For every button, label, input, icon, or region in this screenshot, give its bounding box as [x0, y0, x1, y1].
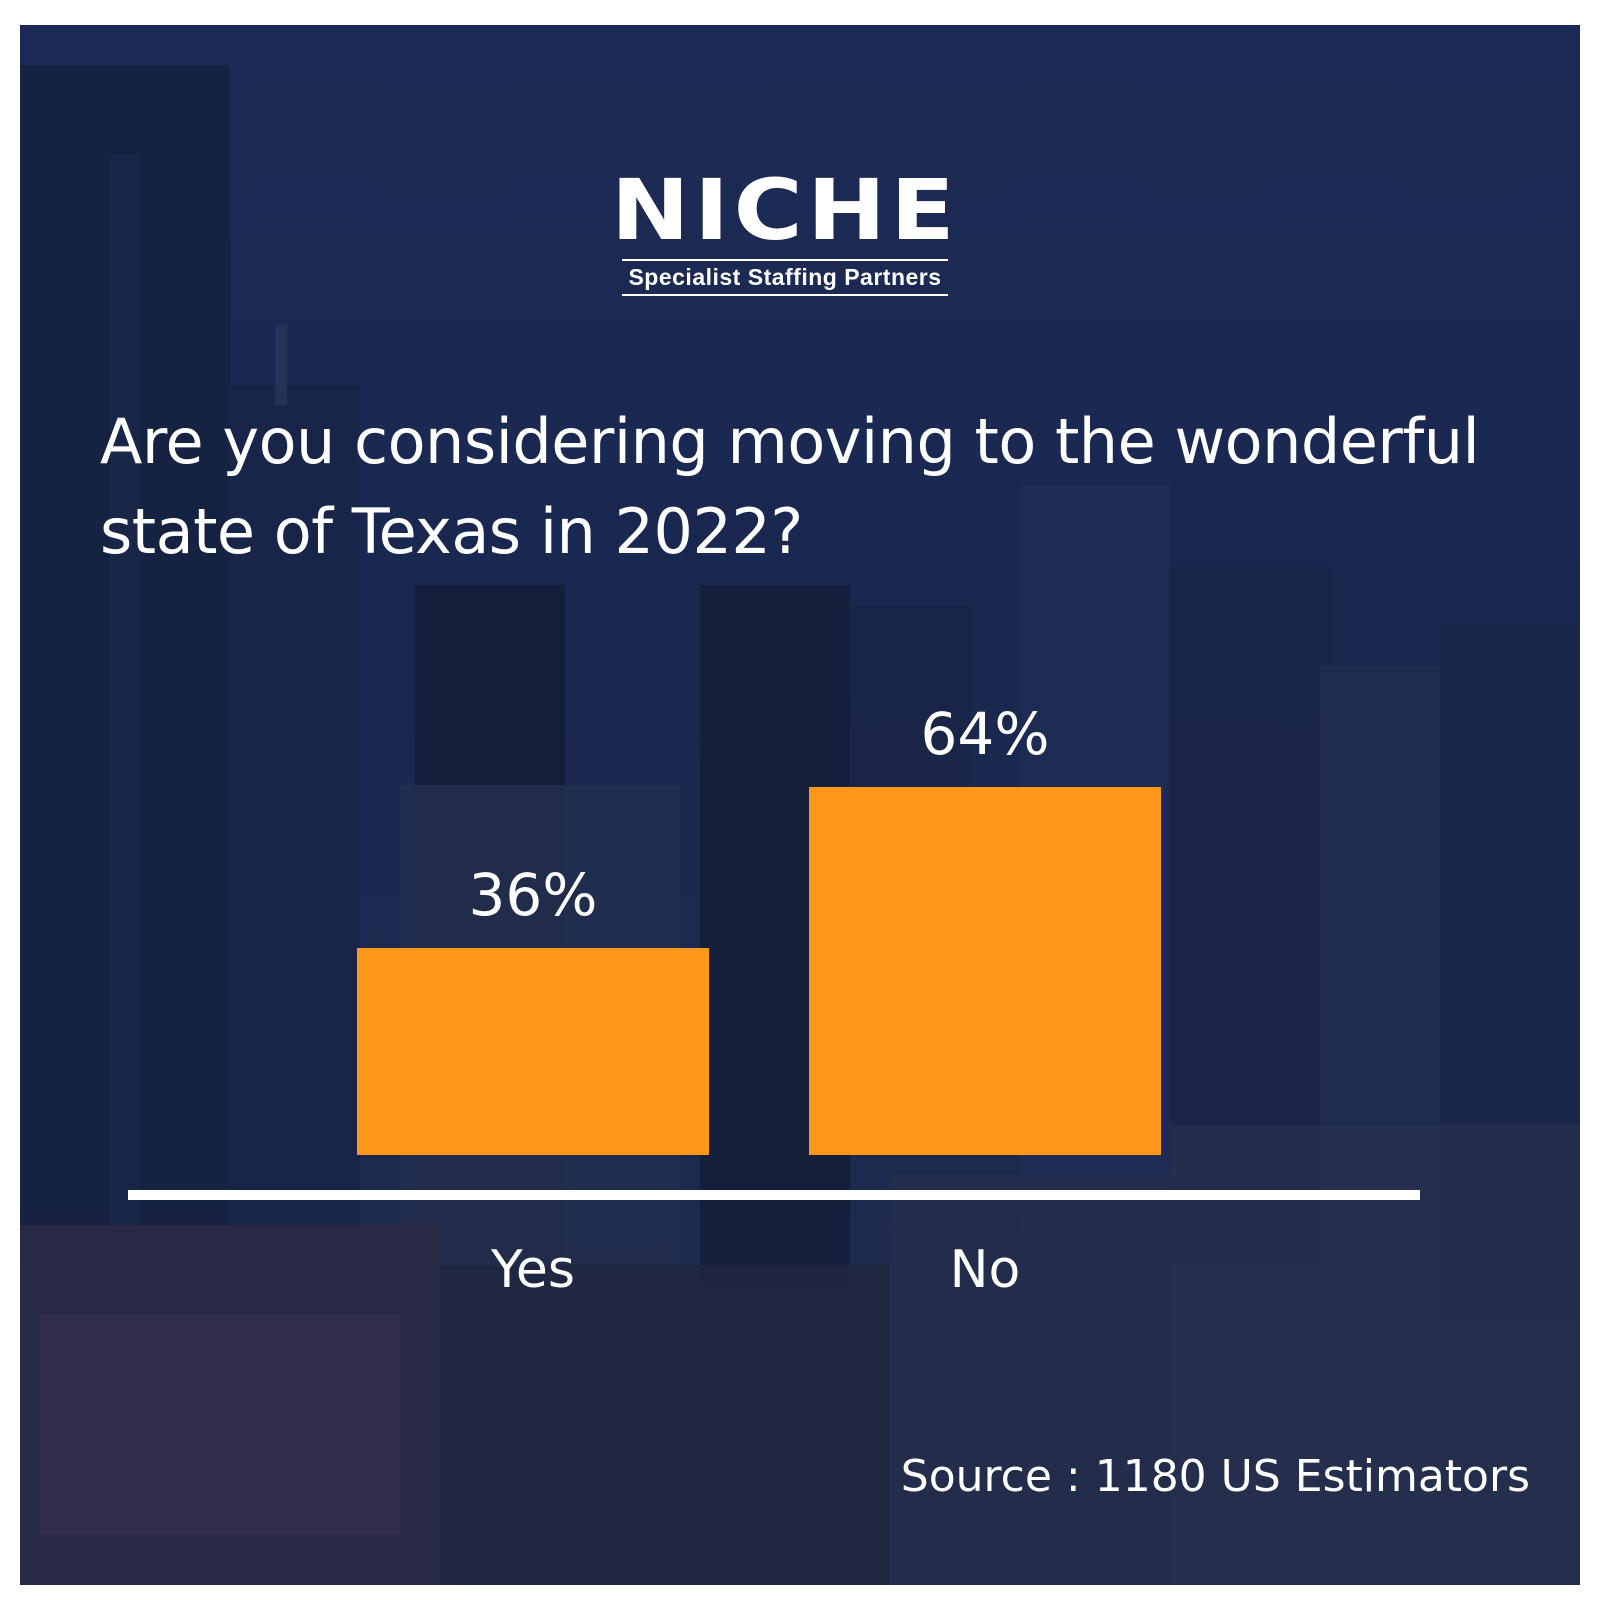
logo-wordmark: NICHE	[610, 161, 960, 259]
bar-yes	[357, 948, 709, 1155]
bar-chart: 36% Yes 64% No	[128, 700, 1420, 1300]
niche-logo: NICHE Specialist Staffing Partners	[610, 165, 960, 296]
category-label-yes: Yes	[490, 1240, 575, 1300]
city-skyline-background	[20, 65, 1580, 1585]
logo-tagline: Specialist Staffing Partners	[628, 264, 942, 290]
data-label-yes: 36%	[469, 861, 598, 929]
bar-no	[809, 787, 1161, 1155]
logo-tagline-rule: Specialist Staffing Partners	[622, 259, 948, 296]
infographic-card: NICHE Specialist Staffing Partners Are y…	[20, 25, 1580, 1585]
source-note: Source : 1180 US Estimators	[900, 1451, 1530, 1502]
x-axis-line	[128, 1190, 1420, 1200]
survey-question: Are you considering moving to the wonder…	[100, 405, 1480, 568]
category-label-no: No	[950, 1240, 1021, 1300]
data-label-no: 64%	[921, 700, 1050, 768]
